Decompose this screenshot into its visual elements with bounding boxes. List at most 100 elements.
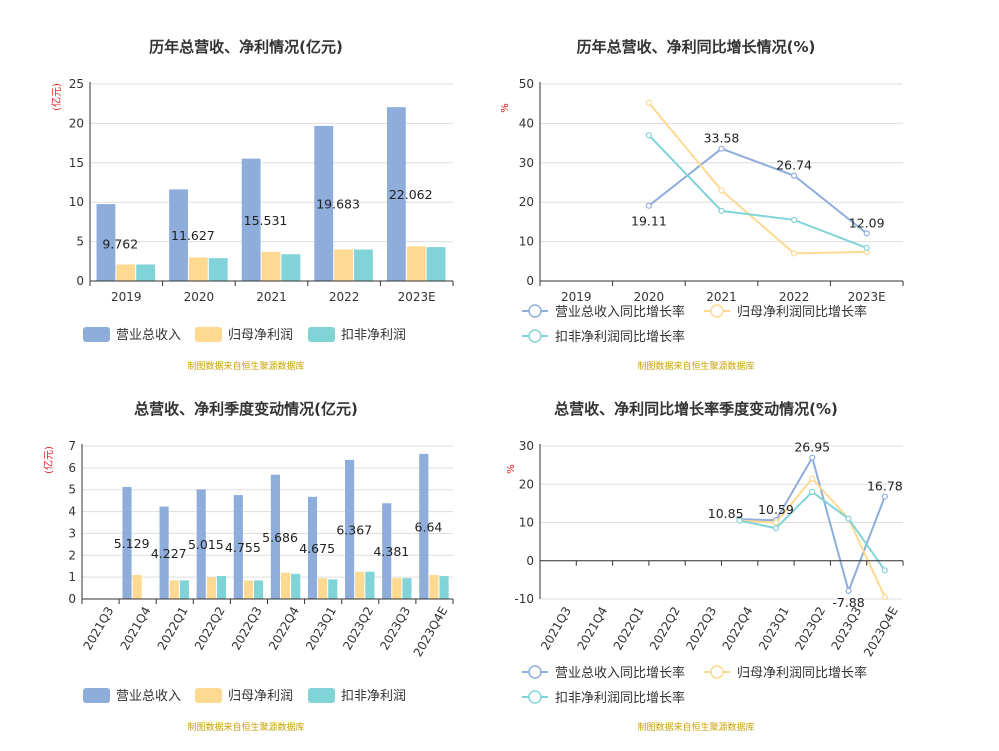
data-point[interactable] (718, 145, 725, 152)
data-point[interactable] (772, 525, 780, 532)
y-tick-label: 0 (76, 274, 84, 288)
x-tick-label: 2022Q3 (683, 604, 719, 652)
data-point[interactable] (718, 207, 725, 214)
bar-deducted-profit[interactable] (365, 571, 375, 599)
bar-revenue[interactable] (386, 107, 406, 281)
bar-deducted-profit[interactable] (439, 576, 449, 599)
legend-item-revenue-growth[interactable] (522, 304, 548, 318)
legend-swatch-parent-profit[interactable] (195, 327, 222, 342)
data-point[interactable] (790, 172, 798, 179)
data-point[interactable] (845, 587, 852, 594)
data-point[interactable] (863, 230, 870, 237)
data-point[interactable] (718, 187, 725, 194)
bar-deducted-profit[interactable] (179, 580, 189, 599)
x-tick-label: 2022Q3 (229, 604, 265, 652)
data-point[interactable] (881, 567, 888, 574)
legend-item-revenue-growth[interactable] (522, 665, 548, 679)
x-tick-label: 2022Q2 (647, 604, 683, 652)
bar-parent-profit[interactable] (406, 246, 426, 281)
bar-deducted-profit[interactable] (328, 579, 338, 599)
legend-swatch-deducted-profit[interactable] (308, 688, 335, 703)
bar-parent-profit[interactable] (188, 257, 208, 281)
chart-title: 总营收、净利同比增长率季度变动情况(%) (554, 400, 838, 418)
bar-deducted-profit[interactable] (281, 254, 301, 281)
chart-title: 总营收、净利季度变动情况(亿元) (134, 400, 358, 418)
bar-parent-profit[interactable] (429, 574, 439, 599)
y-tick-label: 40 (519, 116, 534, 130)
x-tick-label: 2022 (329, 290, 360, 304)
data-point[interactable] (645, 202, 653, 209)
bar-parent-profit[interactable] (243, 580, 254, 599)
data-point[interactable] (809, 454, 816, 461)
y-tick-label: 20 (69, 116, 84, 130)
data-point[interactable] (881, 593, 888, 601)
data-point[interactable] (645, 99, 653, 107)
bar-revenue[interactable] (122, 486, 132, 599)
bar-parent-profit[interactable] (132, 574, 142, 599)
x-tick-label: 2023Q2 (792, 604, 828, 652)
bar-revenue[interactable] (382, 503, 392, 599)
legend-label: 归母净利润 (228, 328, 293, 343)
legend-item-parent-growth[interactable] (704, 304, 730, 318)
bar-deducted-profit[interactable] (136, 264, 156, 281)
bar-deducted-profit[interactable] (426, 247, 446, 281)
data-label: 22.062 (389, 187, 433, 202)
bar-deducted-profit[interactable] (216, 576, 227, 599)
bar-deducted-profit[interactable] (254, 580, 264, 599)
bar-parent-profit[interactable] (261, 251, 281, 281)
x-tick-label: 2023Q3 (377, 604, 413, 652)
data-point[interactable] (863, 244, 870, 252)
bar-revenue[interactable] (233, 495, 243, 599)
bar-parent-profit[interactable] (355, 571, 365, 599)
bar-revenue[interactable] (419, 453, 429, 599)
bar-parent-profit[interactable] (392, 578, 402, 599)
data-point[interactable] (845, 515, 852, 522)
y-tick-label: 2 (68, 548, 76, 562)
bar-deducted-profit[interactable] (402, 578, 412, 599)
legend-swatch-revenue[interactable] (83, 327, 110, 342)
x-tick-label: 2023Q1 (303, 604, 339, 652)
bar-revenue[interactable] (159, 506, 169, 599)
data-point[interactable] (772, 519, 780, 526)
y-tick-label: 5 (76, 235, 84, 249)
bar-parent-profit[interactable] (169, 580, 179, 599)
bar-parent-profit[interactable] (318, 578, 328, 599)
legend-label: 营业总收入同比增长率 (555, 665, 685, 681)
bar-parent-profit[interactable] (280, 572, 291, 599)
bar-deducted-profit[interactable] (291, 573, 301, 599)
legend-item-deducted-growth[interactable] (522, 329, 548, 343)
legend-item-parent-growth[interactable] (704, 665, 730, 679)
bar-revenue[interactable] (345, 459, 355, 599)
bar-parent-profit[interactable] (206, 577, 216, 599)
legend-swatch-revenue[interactable] (83, 688, 110, 703)
legend-swatch-deducted-profit[interactable] (308, 327, 335, 342)
data-point[interactable] (809, 475, 816, 482)
data-point[interactable] (736, 517, 743, 524)
bar-parent-profit[interactable] (334, 249, 354, 281)
legend-label: 营业总收入 (116, 689, 181, 704)
data-point[interactable] (881, 493, 888, 500)
bar-revenue[interactable] (270, 474, 280, 599)
bar-deducted-profit[interactable] (208, 258, 228, 281)
bar-revenue[interactable] (169, 189, 188, 281)
y-tick-label: 25 (69, 77, 84, 91)
legend-label: 扣非净利润 (341, 689, 406, 704)
y-tick-label: 6 (68, 461, 76, 475)
data-point[interactable] (790, 216, 798, 224)
data-point[interactable] (790, 250, 798, 257)
bar-revenue[interactable] (196, 489, 206, 599)
bar-revenue[interactable] (96, 204, 116, 281)
legend-label: 扣非净利润 (341, 328, 406, 343)
legend-swatch-parent-profit[interactable] (195, 688, 222, 703)
legend-item-deducted-growth[interactable] (522, 690, 548, 704)
bar-deducted-profit[interactable] (354, 249, 373, 281)
bar-revenue[interactable] (241, 158, 261, 281)
y-tick-label: 5 (68, 483, 76, 497)
data-point[interactable] (809, 488, 816, 495)
bar-revenue[interactable] (307, 496, 318, 599)
bar-parent-profit[interactable] (116, 264, 136, 281)
chart-title: 历年总营收、净利情况(亿元) (149, 38, 343, 56)
data-point[interactable] (645, 132, 653, 139)
bar-revenue[interactable] (314, 125, 334, 282)
